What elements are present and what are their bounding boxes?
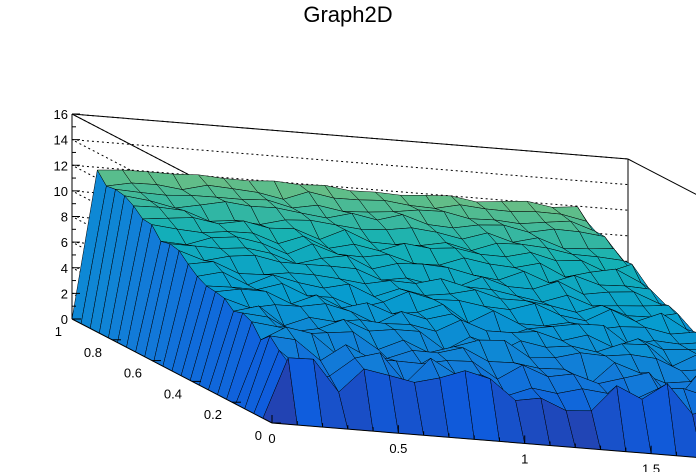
y-tick-label: 0.8: [84, 345, 102, 360]
frame-edge: [627, 158, 696, 195]
x-axis: 00.511.52: [268, 415, 677, 472]
y-tick-label: 0.2: [204, 407, 222, 422]
surface-mesh: [71, 169, 696, 458]
z-tick-label: 2: [61, 286, 68, 301]
surface-cell: [683, 388, 696, 415]
y-tick-label: 0: [255, 428, 262, 443]
y-tick-label: 0.6: [124, 366, 142, 381]
y-tick-label: 0.4: [164, 386, 182, 401]
z-axis: 0 2 4 6 8 10 12 14 16: [54, 107, 80, 327]
frame-edge: [71, 113, 629, 160]
surface-cell: [688, 349, 696, 354]
x-tick-label: 0.5: [389, 441, 407, 456]
surface-cell: [681, 369, 696, 382]
z-tick-label: 16: [54, 107, 68, 122]
z-tick-label: 12: [54, 158, 68, 173]
x-tick-label: 1.5: [642, 462, 660, 472]
y-axis: 0 0.2 0.4 0.6 0.8 1: [55, 318, 281, 443]
z-tick-label: 4: [61, 261, 68, 276]
z-tick-label: 6: [61, 235, 68, 250]
z-tick-label: 0: [61, 312, 68, 327]
y-tick-label: 1: [55, 324, 62, 339]
surface-cell: [690, 375, 696, 382]
z-tick-label: 14: [54, 133, 68, 148]
z-tick-label: 8: [61, 210, 68, 225]
z-tick-label: 10: [54, 184, 68, 199]
surface-cell: [679, 342, 696, 350]
frame-edge: [71, 318, 273, 424]
chart-title: Graph2D: [303, 2, 393, 27]
x-tick-label: 0: [268, 431, 275, 446]
x-tick-label: 1: [521, 451, 528, 466]
